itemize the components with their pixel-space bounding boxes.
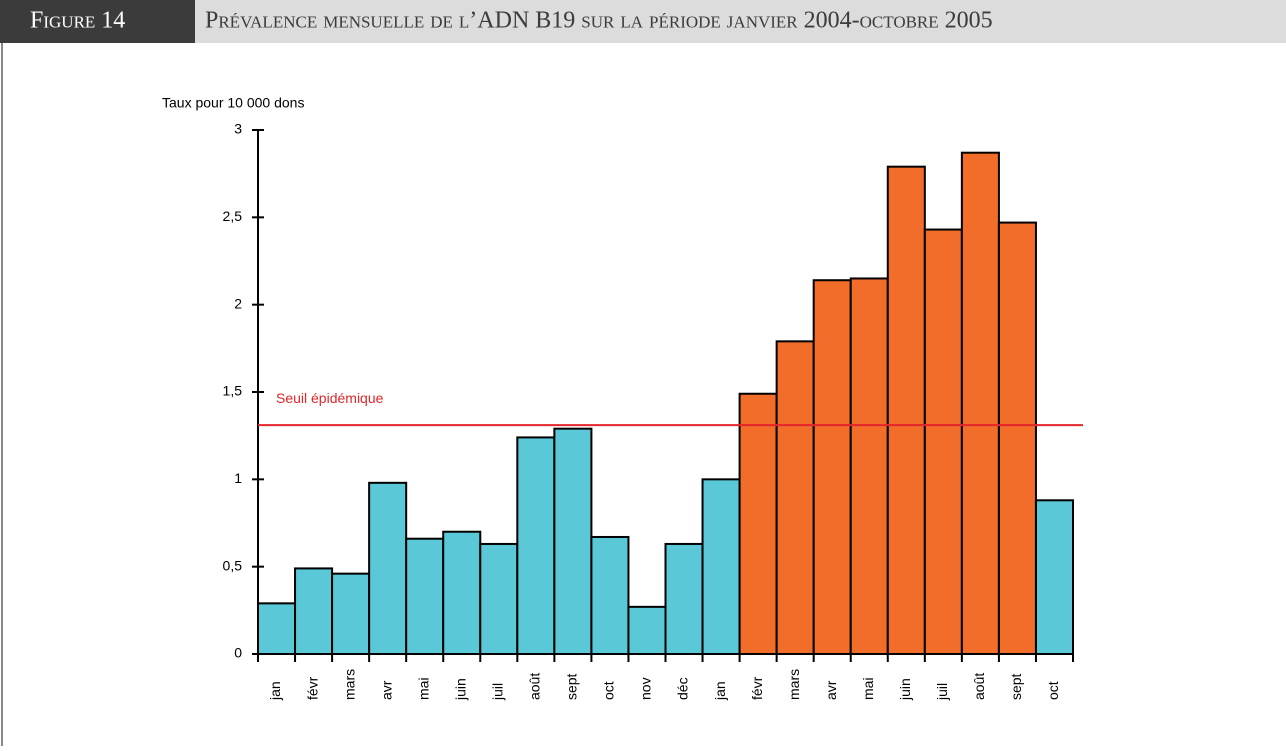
bar <box>849 277 889 655</box>
bar <box>368 481 408 655</box>
bar <box>886 165 926 655</box>
x-tick-label: déc <box>675 677 691 700</box>
y-tick-label: 2 <box>234 295 242 311</box>
y-tick-label: 1 <box>234 470 242 486</box>
bar <box>553 427 593 655</box>
bar <box>294 567 334 655</box>
bar <box>590 535 630 655</box>
bar <box>1034 499 1075 655</box>
bar <box>664 542 704 656</box>
header-label: Figure 14 <box>30 8 125 34</box>
x-tick-label: jan <box>267 681 283 701</box>
bar <box>997 221 1037 655</box>
bar <box>627 605 667 656</box>
x-tick-label: juil <box>489 683 505 701</box>
x-tick-label: avr <box>378 680 394 700</box>
x-tick-label: mars <box>786 669 802 700</box>
x-tick-label: août <box>527 673 543 700</box>
bar <box>923 228 963 655</box>
y-tick-label: 0 <box>234 645 242 661</box>
x-tick-label: oct <box>601 681 617 700</box>
x-tick-label: juin <box>897 678 913 701</box>
bar <box>331 572 371 655</box>
x-tick-label: févr <box>304 676 320 700</box>
y-tick-label: 1,5 <box>223 383 243 399</box>
bar <box>701 478 741 656</box>
x-tick-label: nov <box>638 677 654 700</box>
bar <box>442 530 482 656</box>
x-tick-label: févr <box>749 676 765 700</box>
bar <box>775 340 815 655</box>
bar <box>960 151 1000 655</box>
y-tick-label: 3 <box>234 121 242 137</box>
bar <box>405 537 445 655</box>
bar <box>257 602 297 656</box>
x-tick-label: août <box>971 673 987 700</box>
header-title: Prévalence mensuelle de l’ADN B19 sur la… <box>205 8 993 34</box>
bar <box>516 436 556 655</box>
bar <box>479 542 519 656</box>
x-tick-label: oct <box>1045 681 1061 700</box>
x-tick-label: avr <box>823 680 839 700</box>
x-tick-label: juil <box>934 683 950 701</box>
x-tick-label: juin <box>452 678 468 701</box>
x-tick-label: mai <box>860 677 876 700</box>
x-tick-label: sept <box>564 673 580 700</box>
x-tick-label: mai <box>415 677 431 700</box>
header-label-box <box>0 0 195 43</box>
y-axis-label: Taux pour 10 000 dons <box>162 95 304 111</box>
x-tick-label: sept <box>1008 673 1024 700</box>
threshold-label: Seuil épidémique <box>276 390 384 406</box>
header-title-box <box>195 0 1286 43</box>
x-tick-label: mars <box>341 669 357 700</box>
x-tick-label: jan <box>712 681 728 701</box>
y-tick-label: 0,5 <box>223 557 243 573</box>
bar <box>738 392 778 655</box>
y-tick-label: 2,5 <box>223 208 243 224</box>
bar <box>812 279 852 655</box>
